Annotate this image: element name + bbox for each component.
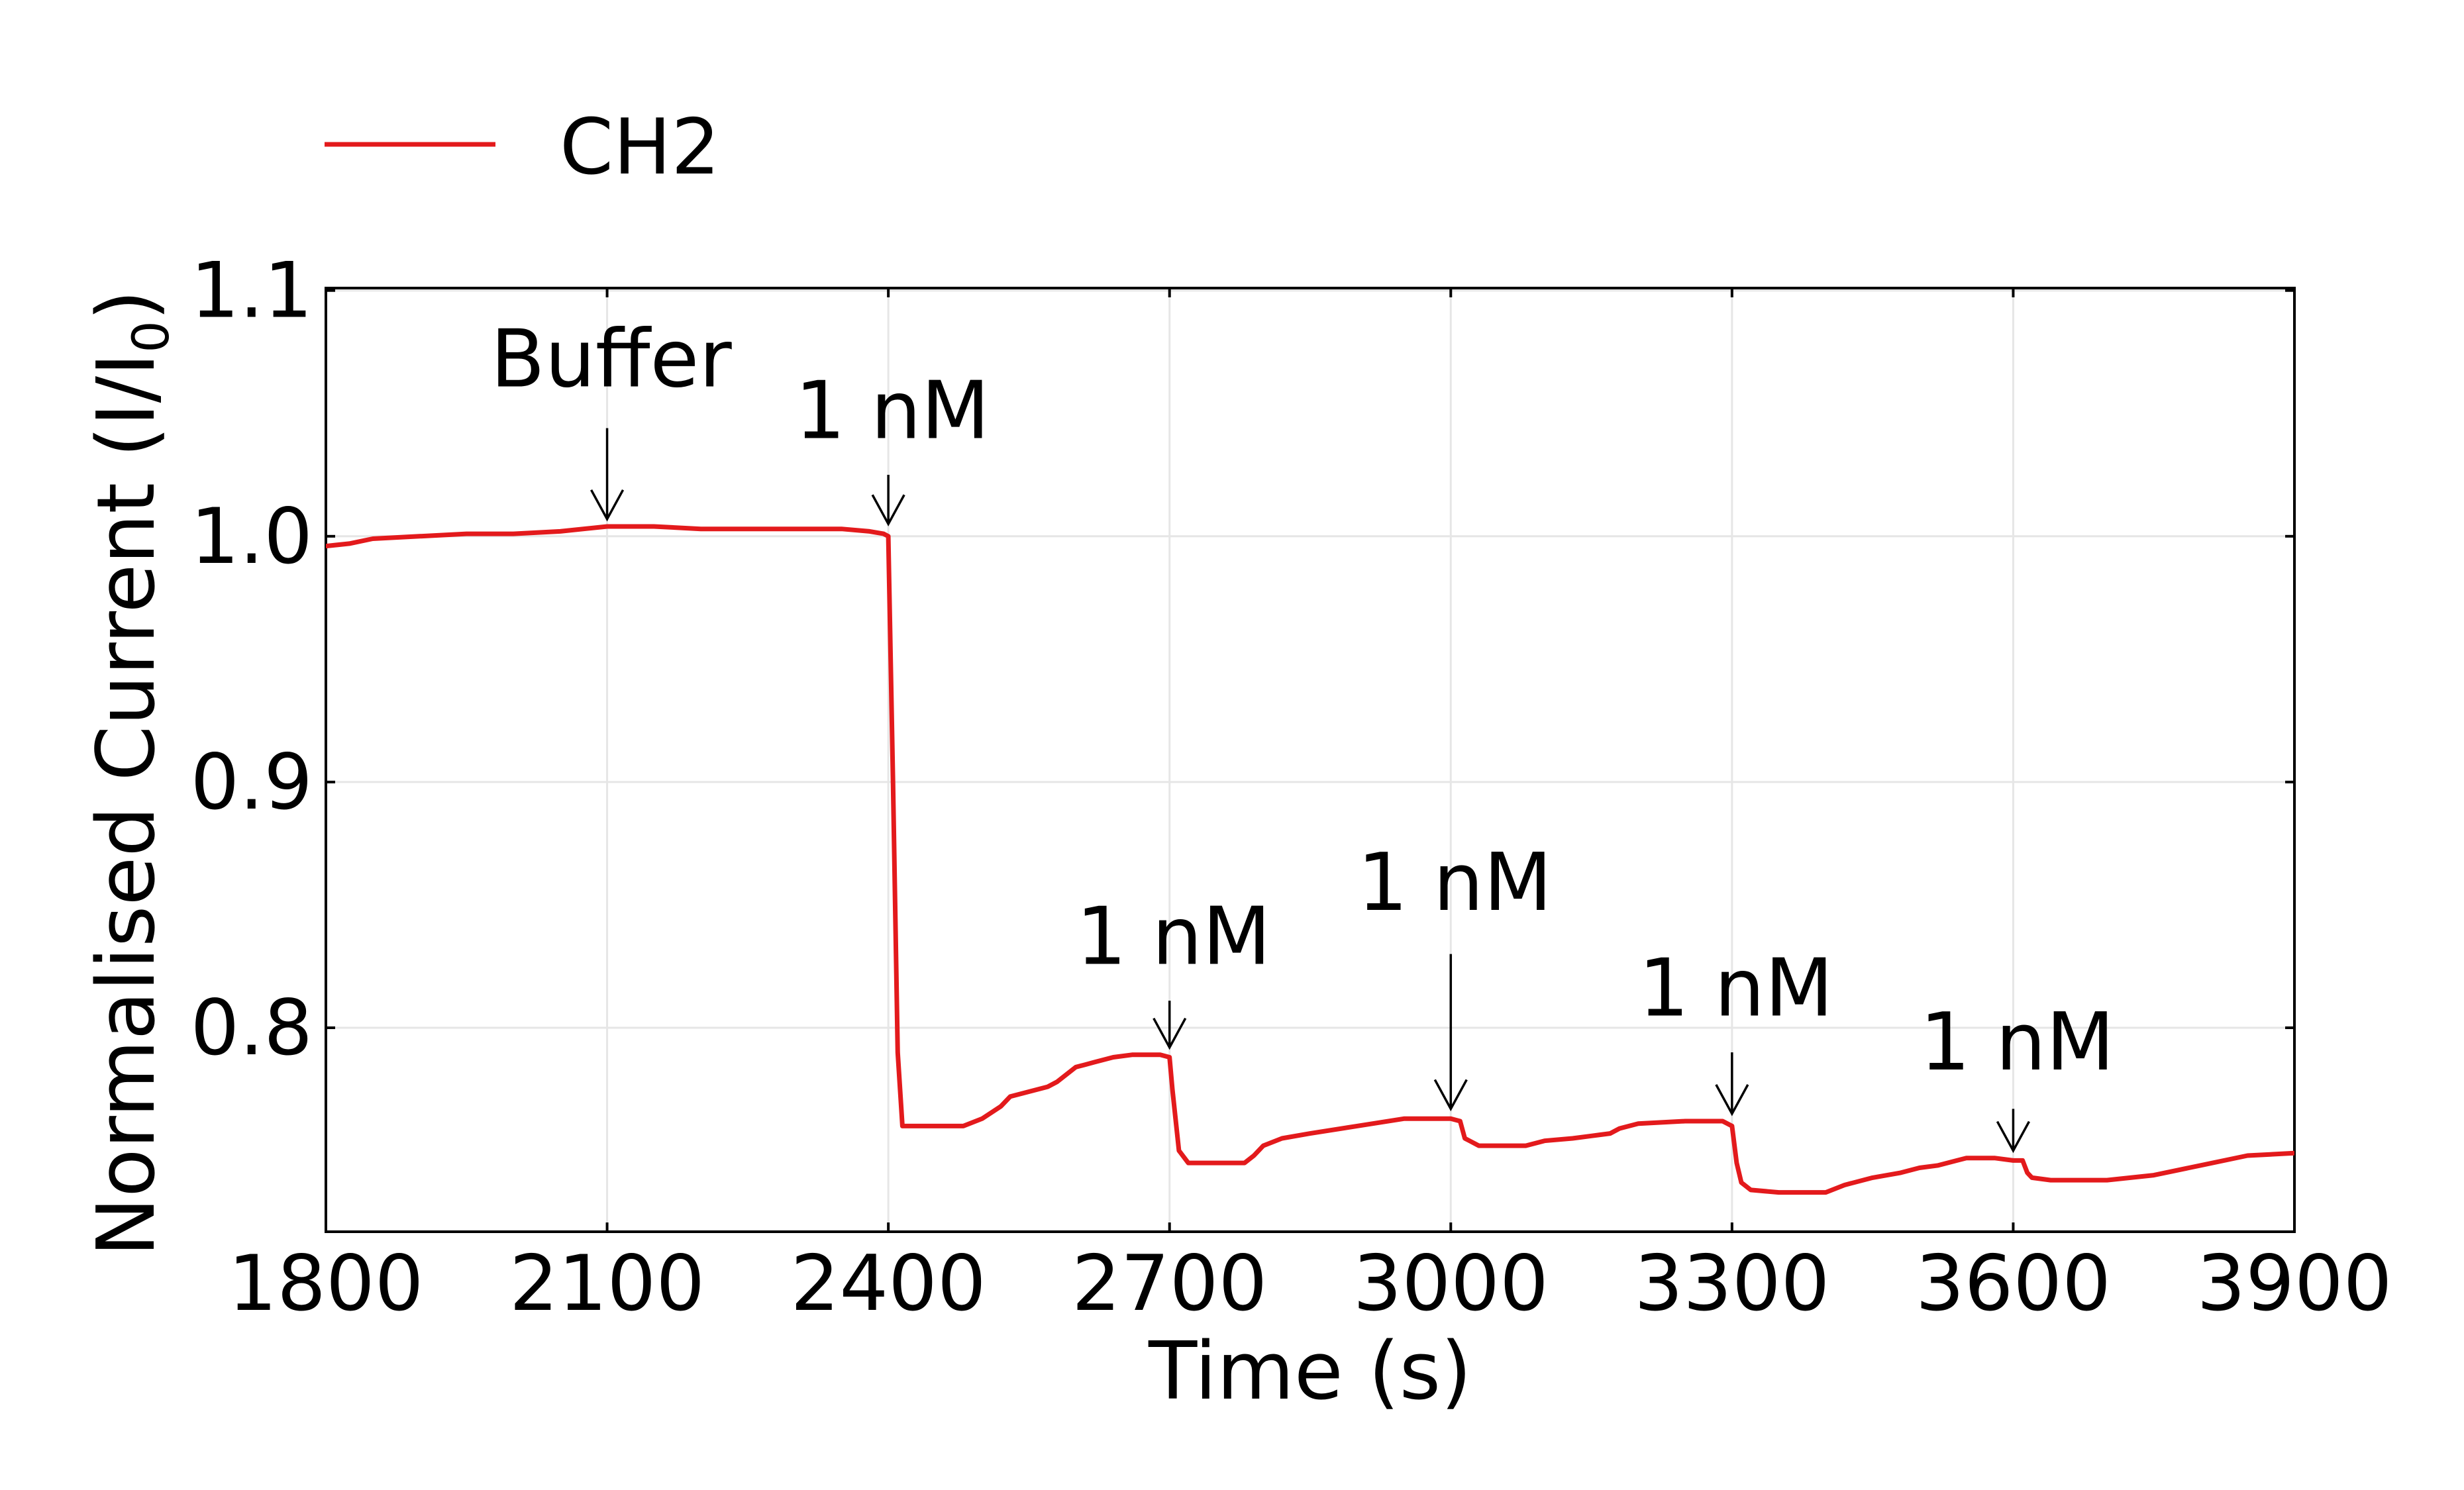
x-axis-tick-labels: 1800 2100 2400 2700 3000 3300 3600 3900: [228, 1239, 2392, 1328]
annotation-label: 1 nM: [1357, 837, 1552, 929]
annotation: 1 nM: [1076, 891, 1271, 1050]
legend-label-ch2: CH2: [560, 103, 720, 192]
annotation-arrow-head: [1996, 1120, 2030, 1154]
annotation: Buffer: [490, 313, 732, 522]
x-tick-label: 1800: [228, 1239, 423, 1328]
annotation-arrow-head: [1715, 1084, 1749, 1117]
legend: CH2: [325, 103, 720, 192]
annotation: 1 nM: [1357, 837, 1552, 1112]
annotations: Buffer 1 nM 1 nM 1 nM 1 nM 1 nM: [490, 313, 2114, 1154]
y-tick-label: 0.8: [191, 983, 313, 1073]
x-tick-label: 2400: [791, 1239, 986, 1328]
annotation: 1 nM: [795, 365, 990, 526]
x-tick-label: 3000: [1353, 1239, 1549, 1328]
series-layer: [326, 524, 2294, 1195]
x-tick-label: 2100: [509, 1239, 705, 1328]
y-tick-label: 0.9: [191, 738, 313, 827]
plot-area-frame: [325, 287, 2296, 1233]
annotation-label: 1 nM: [795, 365, 990, 457]
annotation: 1 nM: [1639, 942, 1833, 1117]
x-tick-label: 3600: [1916, 1239, 2111, 1328]
y-axis-label: Normalised Current (I/I0): [81, 289, 180, 1256]
x-axis-label: Time (s): [1148, 1326, 1472, 1418]
y-axis-tick-labels: 0.8 0.9 1.0 1.1: [191, 246, 313, 1073]
y-axis-label-close: ): [81, 289, 173, 321]
annotation-label: 1 nM: [1076, 891, 1271, 983]
y-axis-label-main: Normalised Current (I/I: [81, 353, 173, 1257]
annotation-label: Buffer: [490, 313, 732, 405]
annotation: 1 nM: [1920, 997, 2114, 1154]
annotation-arrow-head: [590, 489, 625, 522]
axis-ticks: [325, 288, 2296, 1232]
annotation-arrow-head: [1153, 1017, 1187, 1050]
x-tick-label: 3300: [1634, 1239, 1829, 1328]
y-tick-label: 1.1: [191, 246, 313, 336]
grid-lines: [325, 288, 2296, 1232]
annotation-label: 1 nM: [1639, 942, 1833, 1034]
series-line-ch2: [326, 524, 2294, 1195]
annotation-arrow-head: [1433, 1079, 1468, 1112]
annotation-label: 1 nM: [1920, 997, 2114, 1089]
y-axis-label-subscript: 0: [121, 321, 180, 352]
x-tick-label: 3900: [2196, 1239, 2392, 1328]
x-tick-label: 2700: [1072, 1239, 1267, 1328]
y-tick-label: 1.0: [191, 492, 313, 581]
annotation-arrow-head: [871, 494, 905, 526]
